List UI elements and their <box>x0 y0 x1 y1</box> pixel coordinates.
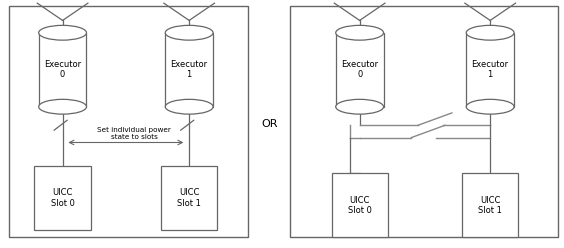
Bar <box>462 173 518 237</box>
Bar <box>9 6 248 237</box>
Ellipse shape <box>165 25 213 40</box>
Ellipse shape <box>466 99 514 114</box>
Text: Executor
1: Executor 1 <box>472 60 509 79</box>
Bar <box>161 166 217 230</box>
Bar <box>336 33 384 107</box>
Text: Executor
1: Executor 1 <box>170 60 208 79</box>
Text: Set individual power
state to slots: Set individual power state to slots <box>98 127 171 140</box>
Bar <box>332 173 388 237</box>
Bar <box>466 33 514 107</box>
Ellipse shape <box>466 25 514 40</box>
Ellipse shape <box>165 99 213 114</box>
Text: Executor
0: Executor 0 <box>341 60 378 79</box>
Bar <box>165 33 213 107</box>
Ellipse shape <box>39 99 86 114</box>
Bar <box>39 33 86 107</box>
Text: UICC
Slot 0: UICC Slot 0 <box>347 196 372 215</box>
Bar <box>34 166 91 230</box>
Ellipse shape <box>336 99 384 114</box>
Ellipse shape <box>336 25 384 40</box>
Text: Executor
0: Executor 0 <box>44 60 81 79</box>
Ellipse shape <box>39 25 86 40</box>
Bar <box>290 6 558 237</box>
Text: UICC
Slot 1: UICC Slot 1 <box>478 196 502 215</box>
Text: UICC
Slot 0: UICC Slot 0 <box>51 188 74 208</box>
Text: OR: OR <box>261 119 278 129</box>
Text: UICC
Slot 1: UICC Slot 1 <box>177 188 201 208</box>
